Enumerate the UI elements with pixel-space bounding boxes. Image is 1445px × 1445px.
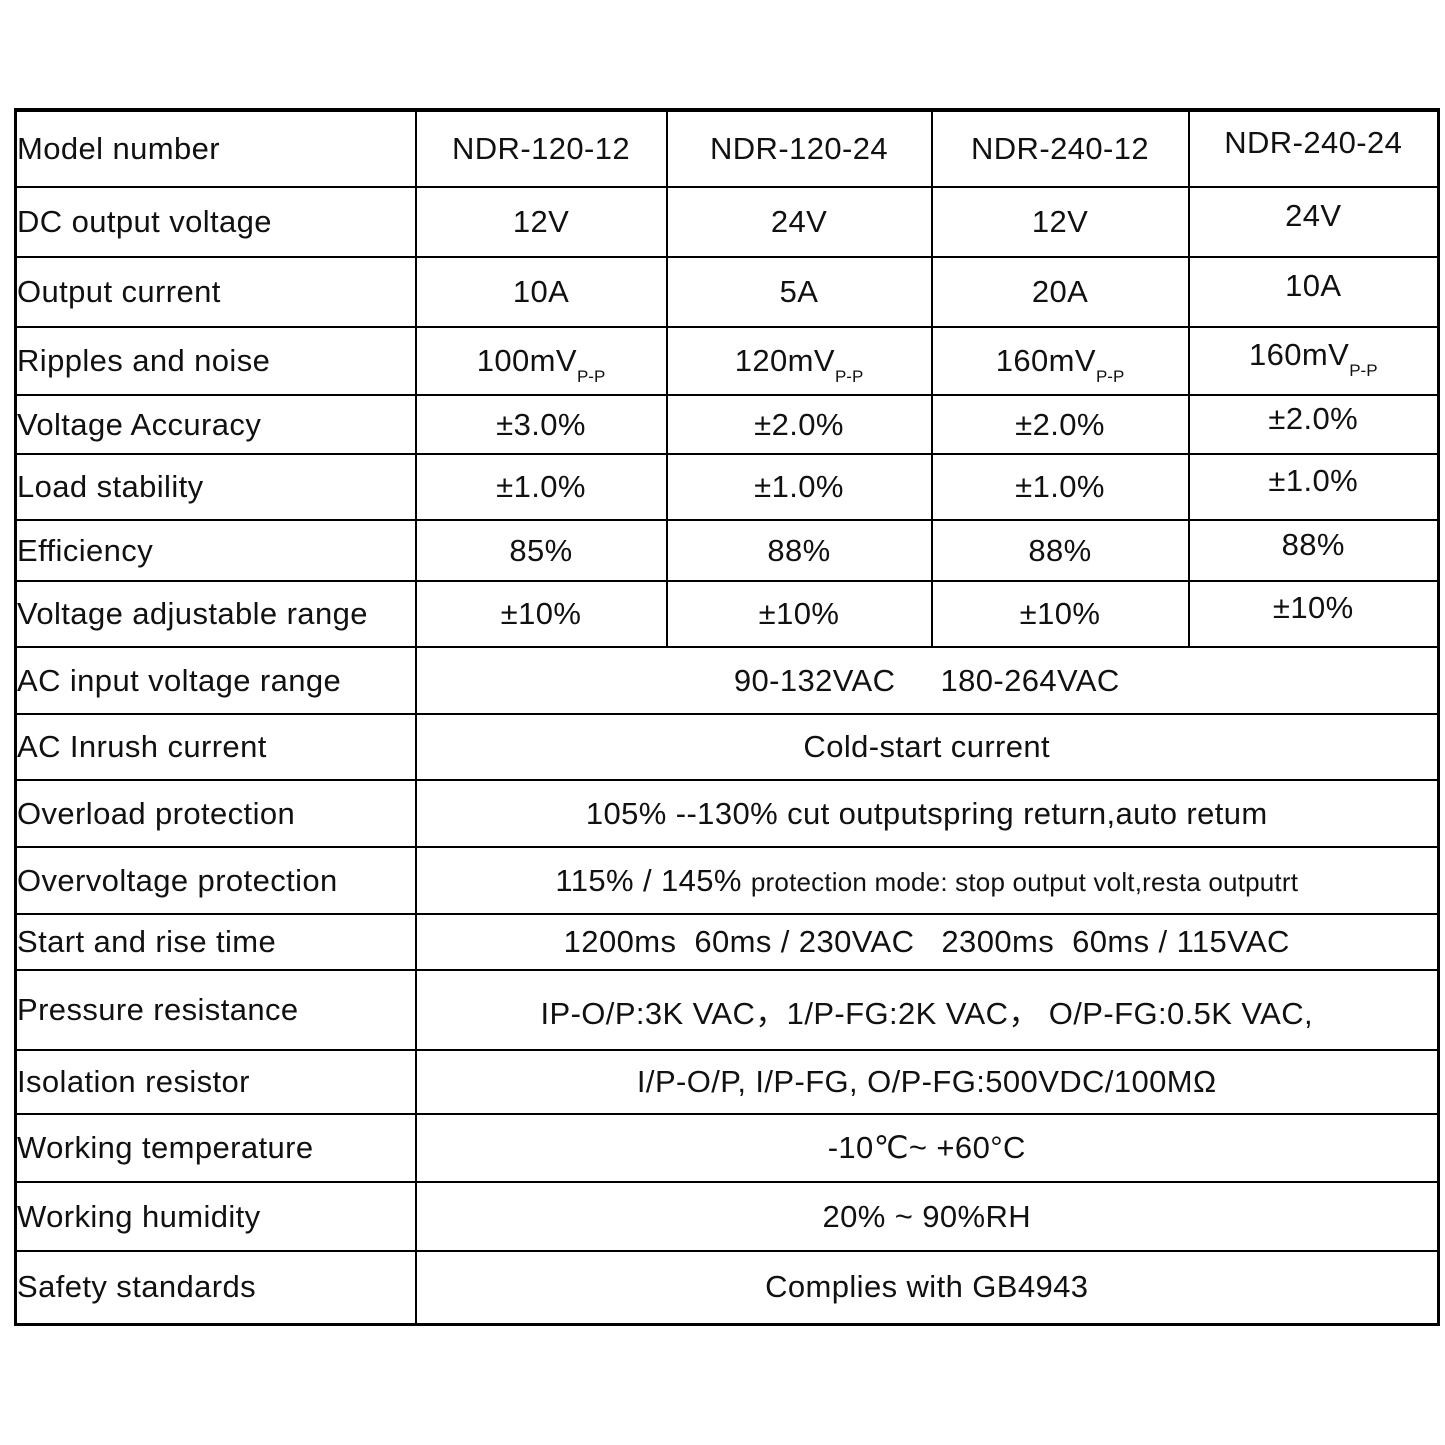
spec-label: AC input voltage range: [14, 646, 417, 715]
spec-value: 160mVP-P: [1187, 326, 1440, 396]
spec-label: Load stability: [14, 453, 417, 521]
spec-value: 100mVP-P: [414, 326, 668, 396]
spec-value: ±2.0%: [665, 394, 933, 455]
row-safety-standards: Safety standards Complies with GB4943: [14, 1250, 1440, 1325]
spec-value: 88%: [930, 519, 1190, 582]
row-ac-inrush-current: AC Inrush current Cold-start current: [14, 713, 1440, 781]
row-ripples-and-noise: Ripples and noise 100mVP-P 120mVP-P 160m…: [14, 326, 1440, 396]
spec-value: 10A: [1187, 256, 1440, 328]
spec-value: -10℃~ +60°C: [414, 1113, 1440, 1183]
row-ac-input-voltage-range: AC input voltage range 90-132VAC 180-264…: [14, 646, 1440, 715]
spec-value: 20% ~ 90%RH: [414, 1181, 1440, 1252]
row-overload-protection: Overload protection 105% --130% cut outp…: [14, 779, 1440, 848]
spec-value: 115% / 145% protection mode: stop output…: [414, 846, 1440, 915]
spec-label: Model number: [14, 109, 417, 188]
spec-label: Voltage adjustable range: [14, 580, 417, 648]
spec-value: 105% --130% cut outputspring return,auto…: [414, 779, 1440, 848]
row-voltage-accuracy: Voltage Accuracy ±3.0% ±2.0% ±2.0% ±2.0%: [14, 394, 1440, 455]
spec-value: ±3.0%: [414, 394, 668, 455]
spec-value: ±2.0%: [1187, 394, 1440, 455]
spec-value: 24V: [665, 186, 933, 258]
row-working-humidity: Working humidity 20% ~ 90%RH: [14, 1181, 1440, 1252]
column-header: NDR-120-12: [414, 109, 668, 188]
spec-label: Overvoltage protection: [14, 846, 417, 915]
spec-value: ±1.0%: [930, 453, 1190, 521]
spec-label: Working temperature: [14, 1113, 417, 1183]
spec-value: 12V: [930, 186, 1190, 258]
spec-label: Output current: [14, 256, 417, 328]
spec-value: ±1.0%: [414, 453, 668, 521]
spec-label: Ripples and noise: [14, 326, 417, 396]
spec-value: 160mVP-P: [930, 326, 1190, 396]
row-efficiency: Efficiency 85% 88% 88% 88%: [14, 519, 1440, 582]
spec-value: ±2.0%: [930, 394, 1190, 455]
spec-label: Start and rise time: [14, 913, 417, 971]
spec-value: ±10%: [930, 580, 1190, 648]
spec-label: DC output voltage: [14, 186, 417, 258]
spec-value: IP-O/P:3K VAC，1/P-FG:2K VAC， O/P-FG:0.5K…: [414, 969, 1440, 1051]
spec-value: 120mVP-P: [665, 326, 933, 396]
spec-value: ±10%: [1187, 580, 1440, 648]
column-header: NDR-240-12: [930, 109, 1190, 188]
spec-value: 24V: [1187, 186, 1440, 258]
row-working-temperature: Working temperature -10℃~ +60°C: [14, 1113, 1440, 1183]
spec-label: Overload protection: [14, 779, 417, 848]
spec-label: Efficiency: [14, 519, 417, 582]
column-header: NDR-240-24: [1187, 109, 1440, 188]
spec-value: 85%: [414, 519, 668, 582]
spec-label: Isolation resistor: [14, 1049, 417, 1115]
row-isolation-resistor: Isolation resistor I/P-O/P, I/P-FG, O/P-…: [14, 1049, 1440, 1115]
spec-label: Safety standards: [14, 1250, 417, 1325]
spec-value: I/P-O/P, I/P-FG, O/P-FG:500VDC/100MΩ: [414, 1049, 1440, 1115]
spec-label: Pressure resistance: [14, 969, 417, 1051]
spec-value: 10A: [414, 256, 668, 328]
spec-label: AC Inrush current: [14, 713, 417, 781]
spec-value: 88%: [1187, 519, 1440, 582]
spec-label: Working humidity: [14, 1181, 417, 1252]
spec-value: ±10%: [665, 580, 933, 648]
spec-value: ±1.0%: [1187, 453, 1440, 521]
row-voltage-adjustable-range: Voltage adjustable range ±10% ±10% ±10% …: [14, 580, 1440, 648]
spec-value: ±1.0%: [665, 453, 933, 521]
spec-value: Complies with GB4943: [414, 1250, 1440, 1325]
spec-value: ±10%: [414, 580, 668, 648]
spec-value: 1200ms 60ms / 230VAC 2300ms 60ms / 115VA…: [414, 913, 1440, 971]
spec-value: 5A: [665, 256, 933, 328]
row-overvoltage-protection: Overvoltage protection 115% / 145% prote…: [14, 846, 1440, 915]
row-output-current: Output current 10A 5A 20A 10A: [14, 256, 1440, 328]
spec-value: 12V: [414, 186, 668, 258]
spec-value: Cold-start current: [414, 713, 1440, 781]
row-model-number: Model number NDR-120-12 NDR-120-24 NDR-2…: [14, 109, 1440, 188]
row-load-stability: Load stability ±1.0% ±1.0% ±1.0% ±1.0%: [14, 453, 1440, 521]
column-header: NDR-120-24: [665, 109, 933, 188]
row-pressure-resistance: Pressure resistance IP-O/P:3K VAC，1/P-FG…: [14, 969, 1440, 1051]
spec-label: Voltage Accuracy: [14, 394, 417, 455]
row-dc-output-voltage: DC output voltage 12V 24V 12V 24V: [14, 186, 1440, 258]
spec-value: 20A: [930, 256, 1190, 328]
spec-value: 90-132VAC 180-264VAC: [414, 646, 1440, 715]
row-start-and-rise-time: Start and rise time 1200ms 60ms / 230VAC…: [14, 913, 1440, 971]
spec-table: Model number NDR-120-12 NDR-120-24 NDR-2…: [14, 108, 1440, 1326]
spec-value: 88%: [665, 519, 933, 582]
